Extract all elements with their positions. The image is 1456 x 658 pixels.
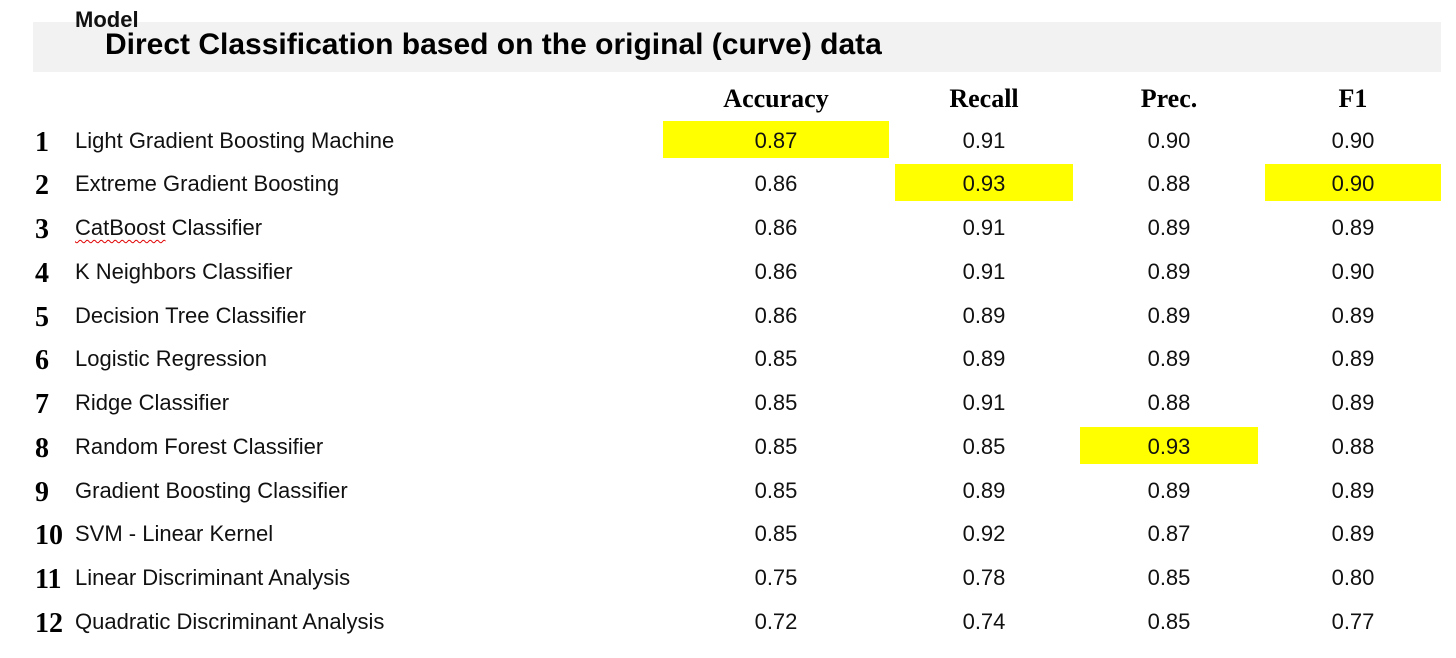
accuracy-value: 0.85	[754, 390, 798, 415]
prec-value: 0.89	[1147, 346, 1191, 371]
f1-value: 0.90	[1331, 128, 1375, 153]
table-title: Direct Classification based on the origi…	[105, 28, 882, 61]
accuracy-value: 0.72	[754, 609, 798, 634]
table-row: 4 K Neighbors Classifier 0.86 0.91 0.89 0.90	[0, 252, 1456, 296]
f1-value: 0.80	[1331, 565, 1375, 590]
model-name-rest: Classifier	[165, 215, 263, 240]
rank-number: 11	[35, 564, 62, 595]
accuracy-value: 0.85	[754, 434, 798, 459]
rank-number: 12	[35, 608, 63, 639]
prec-value: 0.89	[1147, 259, 1191, 284]
accuracy-value: 0.85	[754, 478, 798, 503]
table-row: 8 Random Forest Classifier 0.85 0.85 0.93 0.8…	[0, 427, 1456, 471]
table-row: 3 CatBoost Classifier 0.86 0.91 0.89 0.89	[0, 208, 1456, 252]
model-name: Extreme Gradient Boosting	[75, 171, 340, 196]
table-row: 5 Decision Tree Classifier 0.86 0.89 0.89 0.8…	[0, 296, 1456, 340]
recall-value: 0.93	[962, 171, 1006, 196]
header-accuracy: Accuracy	[723, 84, 829, 113]
table-row: 1 Light Gradient Boosting Machine 0.87 0.91…	[0, 121, 1456, 165]
prec-value: 0.87	[1147, 521, 1191, 546]
rank-number: 6	[35, 345, 49, 376]
rank-number: 5	[35, 302, 49, 333]
f1-value: 0.89	[1331, 215, 1375, 240]
model-name: SVM - Linear Kernel	[75, 521, 274, 546]
f1-value: 0.90	[1331, 259, 1375, 284]
f1-value: 0.89	[1331, 521, 1375, 546]
recall-value: 0.89	[962, 346, 1006, 371]
prec-value: 0.88	[1147, 390, 1191, 415]
accuracy-value: 0.86	[754, 171, 798, 196]
accuracy-value: 0.87	[754, 128, 798, 153]
title-bar: Direct Classification based on the origi…	[33, 22, 1441, 72]
table-row: 7 Ridge Classifier 0.85 0.91 0.88 0.89	[0, 383, 1456, 427]
prec-value: 0.89	[1147, 303, 1191, 328]
prec-value: 0.93	[1147, 434, 1191, 459]
recall-value: 0.92	[962, 521, 1006, 546]
f1-value: 0.89	[1331, 390, 1375, 415]
model-name: Decision Tree Classifier	[75, 303, 307, 328]
rank-number: 1	[35, 127, 49, 158]
recall-value: 0.74	[962, 609, 1006, 634]
model-name: Logistic Regression	[75, 346, 267, 371]
table-row: 12 Quadratic Discriminant Analysis 0.72 0.7…	[0, 602, 1456, 646]
rank-number: 2	[35, 170, 49, 201]
best-value-highlight	[663, 121, 889, 158]
table-row: 10 SVM - Linear Kernel 0.85 0.92 0.87 0.89	[0, 514, 1456, 558]
recall-value: 0.91	[962, 215, 1006, 240]
prec-value: 0.89	[1147, 478, 1191, 503]
f1-value: 0.89	[1331, 478, 1375, 503]
recall-value: 0.91	[962, 390, 1006, 415]
model-name: Random Forest Classifier	[75, 434, 324, 459]
spellcheck-underlined-word: CatBoost	[75, 215, 166, 240]
recall-value: 0.85	[962, 434, 1006, 459]
header-prec: Prec.	[1140, 84, 1198, 113]
recall-value: 0.91	[962, 259, 1006, 284]
prec-value: 0.89	[1147, 215, 1191, 240]
f1-value: 0.77	[1331, 609, 1375, 634]
model-name: Quadratic Discriminant Analysis	[75, 609, 385, 634]
rank-number: 9	[35, 477, 49, 508]
table-row: 2 Extreme Gradient Boosting 0.86 0.93 0.88 0.…	[0, 164, 1456, 208]
rank-number: 4	[35, 258, 49, 289]
table-row: 9 Gradient Boosting Classifier 0.85 0.89 0.8…	[0, 471, 1456, 515]
prec-value: 0.85	[1147, 565, 1191, 590]
accuracy-value: 0.86	[754, 215, 798, 240]
header-recall: Recall	[949, 84, 1019, 113]
rank-number: 10	[35, 520, 63, 551]
model-name: K Neighbors Classifier	[75, 259, 293, 284]
best-value-highlight	[895, 164, 1073, 201]
f1-value: 0.90	[1331, 171, 1375, 196]
prec-value: 0.90	[1147, 128, 1191, 153]
accuracy-value: 0.75	[754, 565, 798, 590]
f1-value: 0.89	[1331, 303, 1375, 328]
rank-number: 7	[35, 389, 49, 420]
recall-value: 0.89	[962, 303, 1006, 328]
f1-value: 0.88	[1331, 434, 1375, 459]
recall-value: 0.89	[962, 478, 1006, 503]
accuracy-value: 0.86	[754, 303, 798, 328]
table-row: 11 Linear Discriminant Analysis 0.75 0.78 0.…	[0, 558, 1456, 602]
recall-value: 0.78	[962, 565, 1006, 590]
accuracy-value: 0.85	[754, 346, 798, 371]
best-value-highlight	[1265, 164, 1441, 201]
rank-number: 3	[35, 214, 49, 245]
accuracy-value: 0.86	[754, 259, 798, 284]
model-name: Ridge Classifier	[75, 390, 230, 415]
best-value-highlight	[1080, 427, 1258, 464]
model-name: Gradient Boosting Classifier	[75, 478, 348, 503]
prec-value: 0.88	[1147, 171, 1191, 196]
model-name: CatBoost Classifier	[75, 208, 262, 252]
prec-value: 0.85	[1147, 609, 1191, 634]
header-model: Model	[75, 7, 139, 32]
recall-value: 0.91	[962, 128, 1006, 153]
table-row: 6 Logistic Regression 0.85 0.89 0.89 0.89	[0, 339, 1456, 383]
model-name: Linear Discriminant Analysis	[75, 565, 351, 590]
header-f1: F1	[1338, 84, 1368, 113]
model-name: Light Gradient Boosting Machine	[75, 128, 395, 153]
accuracy-value: 0.85	[754, 521, 798, 546]
rank-number: 8	[35, 433, 49, 464]
f1-value: 0.89	[1331, 346, 1375, 371]
